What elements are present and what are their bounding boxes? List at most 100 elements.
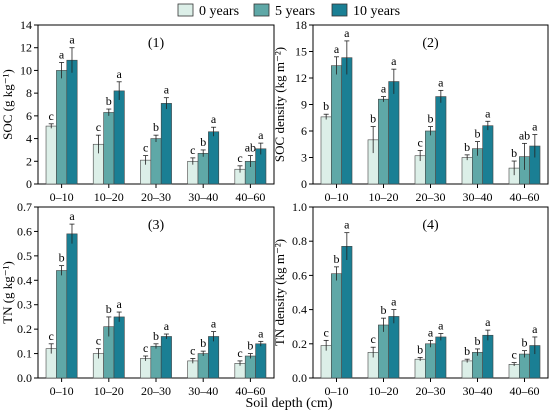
significance-letter: a [69,33,75,47]
significance-letter: b [464,140,470,154]
y-tick-label: 0.3 [17,298,32,312]
y-tick-label: 9 [301,98,307,112]
significance-letter: a [258,128,264,142]
legend-swatch-1 [253,3,270,17]
significance-letter: a [211,112,217,126]
x-tick-label: 10–20 [94,190,124,204]
x-tick-label: 40–60 [235,190,265,204]
x-tick-label: 30–40 [188,384,218,398]
y-tick-label: 12 [295,71,307,85]
y-tick-label: 0.0 [292,371,307,385]
significance-letter: a [485,106,491,120]
significance-letter: a [344,218,350,232]
bar [341,246,353,379]
significance-letter: a [532,120,538,134]
y-tick-label: 0.5 [17,249,32,263]
significance-letter: c [96,120,101,134]
x-tick-label: 30–40 [188,190,218,204]
bar [103,112,115,185]
significance-letter: b [200,336,206,350]
bar [331,273,342,379]
x-tick-label: 30–40 [463,384,493,398]
panel-4: 0.0 0.2 0.4 0.6 0.8 1.0 TN density (kg m⁻²) (4)… [272,200,549,398]
significance-letter: b [153,329,159,343]
y-tick-label: 10 [20,63,32,77]
y-tick-label: 12 [20,41,32,55]
bar [208,131,220,185]
bar [472,352,483,379]
x-tick-label: 40–60 [510,190,540,204]
bar [113,90,125,185]
significance-letter: b [106,94,112,108]
x-tick-label: 20–30 [416,190,446,204]
bar [140,358,152,379]
bar [435,96,447,185]
y-tick-label: 2 [26,154,32,168]
bar [150,138,162,185]
bar [66,233,78,379]
y-tick-label: 1.0 [292,200,307,214]
y-tick-label: 0.4 [292,303,307,317]
bar [482,125,494,185]
bar [425,130,436,185]
legend-swatch-2 [331,3,348,17]
significance-letter: c [190,343,195,357]
significance-letter: c [370,332,375,346]
y-tick-label: 0.0 [17,371,32,385]
significance-letter: c [143,141,148,155]
y-tick-label: 0.4 [17,273,32,287]
significance-letter: b [370,112,376,126]
significance-letter: a [164,83,170,97]
y-tick-label: 0.8 [292,234,307,248]
significance-letter: ab [519,128,530,142]
y-tick-label: 0 [301,177,307,191]
legend-swatch-0 [177,3,194,17]
y-axis-label: TN (g kg⁻¹) [0,261,15,324]
y-tick-label: 3 [301,151,307,165]
bar [461,157,473,185]
panel-tag: (3) [148,218,165,233]
legend-label-1: 5 years [275,4,315,19]
significance-letter: a [59,47,65,61]
significance-letter: b [59,251,65,265]
significance-letter: b [323,99,329,113]
x-tick-label: 0–10 [50,190,74,204]
bar [56,270,68,379]
bar [388,316,400,379]
significance-letter: c [49,109,54,123]
legend-label-0: 0 years [199,4,239,19]
bar [519,353,530,379]
significance-letter: c [237,151,242,165]
bar [160,103,172,185]
significance-letter: b [247,339,253,353]
significance-letter: b [200,135,206,149]
bar [508,364,520,379]
x-tick-label: 30–40 [463,190,493,204]
significance-letter: a [334,42,340,56]
significance-letter: c [511,348,516,362]
significance-letter: b [417,342,423,356]
significance-letter: b [153,120,159,134]
panel-tag: (4) [422,218,439,233]
bar [56,70,68,185]
bar [160,336,172,379]
significance-letter: c [49,329,54,343]
significance-letter: a [381,82,387,96]
y-tick-label: 0.6 [17,224,32,238]
bar [255,343,267,379]
significance-letter: a [117,297,123,311]
y-axis-label: SOC (g kg⁻¹) [0,69,15,140]
significance-letter: b [475,127,481,141]
x-tick-label: 40–60 [510,384,540,398]
significance-letter: a [117,67,123,81]
bar [461,360,473,379]
significance-letter: b [464,344,470,358]
bar [197,153,209,185]
significance-letter: b [522,336,528,350]
significance-letter: c [143,341,148,355]
significance-letter: b [428,112,434,126]
y-tick-label: 8 [26,86,32,100]
